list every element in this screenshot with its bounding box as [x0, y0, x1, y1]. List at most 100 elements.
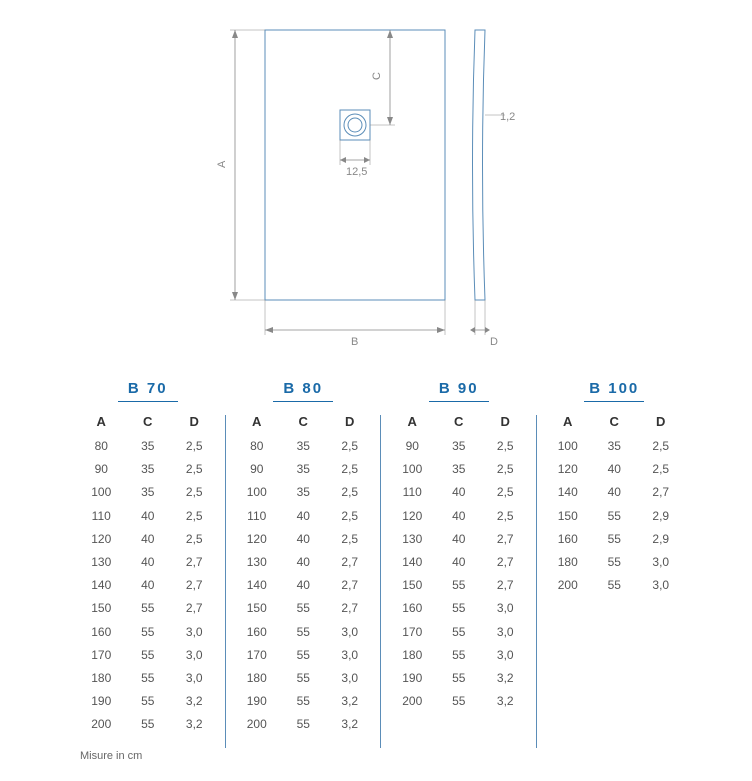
table-row: 150552,7: [234, 599, 374, 618]
table-cell: 2,5: [171, 530, 218, 549]
table-cell: 2,9: [638, 530, 685, 549]
table-group: B 90ACD90352,5100352,5110402,5120402,513…: [381, 380, 537, 738]
table-cell: 35: [125, 460, 172, 479]
table-cell: 40: [280, 576, 327, 595]
table-cell: 2,7: [327, 576, 374, 595]
table-cell: 55: [125, 669, 172, 688]
table-cell: 2,7: [327, 599, 374, 618]
table-row: 190553,2: [78, 692, 218, 711]
table-row: 140402,7: [234, 576, 374, 595]
table-cell: 2,5: [482, 460, 529, 479]
table-cell: 2,5: [327, 460, 374, 479]
table-cell: 35: [436, 437, 483, 456]
table-cell: 2,7: [171, 599, 218, 618]
table-cell: 3,0: [482, 646, 529, 665]
table-cell: 110: [78, 507, 125, 526]
table-cell: 2,5: [482, 507, 529, 526]
table-title: B 70: [118, 380, 178, 402]
table-row: 190553,2: [234, 692, 374, 711]
table-cell: 55: [280, 646, 327, 665]
table-cell: 40: [280, 530, 327, 549]
table-row: 200553,2: [389, 692, 529, 711]
table-cell: 110: [389, 483, 436, 502]
table-cell: 55: [280, 669, 327, 688]
table-cell: 55: [125, 715, 172, 734]
table-cell: 120: [389, 507, 436, 526]
label-thickness: 1,2: [500, 111, 515, 123]
table-row: 100352,5: [389, 460, 529, 479]
table-title: B 100: [584, 380, 644, 402]
table-cell: 2,5: [171, 507, 218, 526]
table-row: 170553,0: [234, 646, 374, 665]
table-cell: 55: [591, 507, 638, 526]
table-cell: 2,5: [638, 460, 685, 479]
table-cell: 160: [234, 623, 281, 642]
table-cell: 90: [78, 460, 125, 479]
table-cell: 35: [125, 437, 172, 456]
table-row: 140402,7: [78, 576, 218, 595]
table-cell: 2,5: [327, 530, 374, 549]
table-cell: 2,5: [171, 483, 218, 502]
table-title: B 80: [273, 380, 333, 402]
table-row: 200553,2: [78, 715, 218, 734]
table-cell: 40: [436, 483, 483, 502]
column-header: C: [436, 414, 483, 429]
column-headers: ACD: [545, 414, 685, 429]
table-cell: 120: [545, 460, 592, 479]
table-cell: 55: [125, 599, 172, 618]
label-drain-width: 12,5: [346, 166, 367, 178]
table-cell: 170: [389, 623, 436, 642]
table-cell: 3,2: [482, 669, 529, 688]
table-cell: 150: [545, 507, 592, 526]
table-cell: 2,7: [638, 483, 685, 502]
table-row: 110402,5: [78, 507, 218, 526]
table-cell: 55: [436, 599, 483, 618]
table-cell: 2,7: [171, 553, 218, 572]
table-cell: 40: [125, 576, 172, 595]
table-row: 120402,5: [78, 530, 218, 549]
label-a: A: [216, 160, 228, 168]
table-cell: 3,2: [171, 715, 218, 734]
table-row: 180553,0: [78, 669, 218, 688]
table-cell: 3,2: [171, 692, 218, 711]
table-cell: 35: [280, 460, 327, 479]
table-cell: 35: [280, 437, 327, 456]
table-cell: 170: [78, 646, 125, 665]
table-cell: 3,0: [327, 646, 374, 665]
table-cell: 3,0: [171, 623, 218, 642]
table-cell: 180: [545, 553, 592, 572]
footnote: Misure in cm: [80, 750, 142, 762]
table-cell: 40: [591, 460, 638, 479]
table-row: 190553,2: [389, 669, 529, 688]
table-cell: 40: [280, 553, 327, 572]
table-row: 170553,0: [78, 646, 218, 665]
table-cell: 55: [280, 623, 327, 642]
table-cell: 2,7: [327, 553, 374, 572]
table-row: 180553,0: [545, 553, 685, 572]
table-cell: 200: [78, 715, 125, 734]
table-cell: 130: [78, 553, 125, 572]
column-header: C: [280, 414, 327, 429]
column-header: D: [171, 414, 218, 429]
table-cell: 40: [591, 483, 638, 502]
table-row: 100352,5: [545, 437, 685, 456]
table-cell: 3,0: [638, 576, 685, 595]
table-cell: 55: [436, 646, 483, 665]
table-cell: 130: [234, 553, 281, 572]
diagram-svg: A B C 12,5 1,2 D: [0, 0, 752, 370]
table-row: 130402,7: [234, 553, 374, 572]
label-d: D: [490, 336, 498, 348]
table-cell: 2,7: [482, 530, 529, 549]
table-cell: 90: [389, 437, 436, 456]
table-cell: 3,2: [327, 692, 374, 711]
table-cell: 130: [389, 530, 436, 549]
table-cell: 35: [591, 437, 638, 456]
table-row: 200553,2: [234, 715, 374, 734]
table-cell: 55: [591, 576, 638, 595]
table-cell: 2,5: [638, 437, 685, 456]
table-cell: 3,0: [171, 646, 218, 665]
column-header: D: [638, 414, 685, 429]
table-cell: 140: [78, 576, 125, 595]
table-row: 130402,7: [78, 553, 218, 572]
table-cell: 190: [389, 669, 436, 688]
